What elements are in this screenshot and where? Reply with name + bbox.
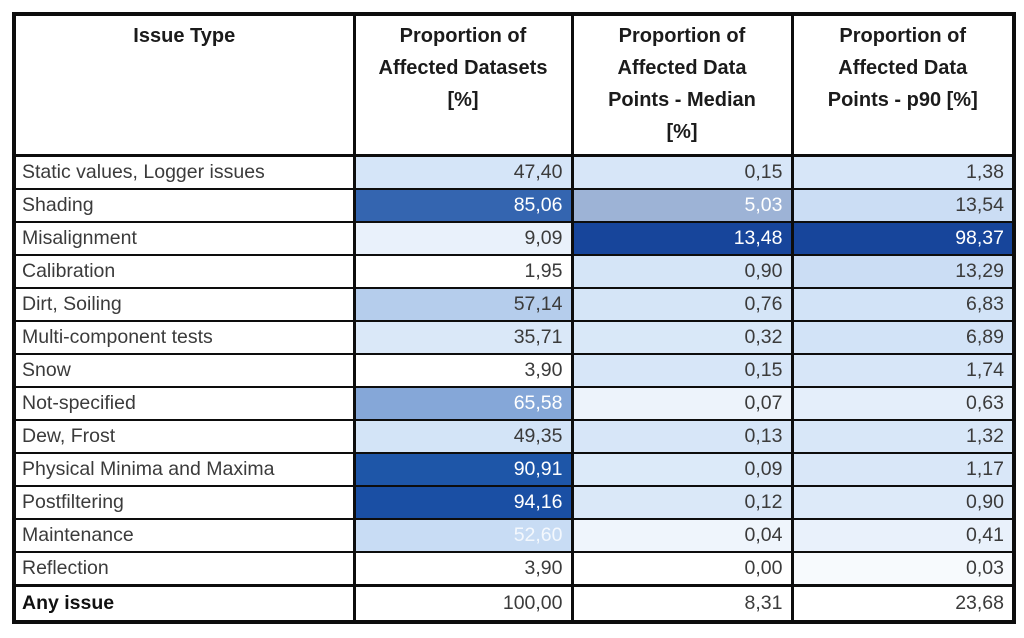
column-header-data-points-p90: Proportion of Affected Data Points - p90…: [790, 12, 1016, 157]
value-cell: 0,41: [790, 518, 1016, 553]
issue-type-cell: Dirt, Soiling: [12, 287, 356, 322]
value-cell: 94,16: [352, 485, 574, 520]
value-cell: 13,48: [570, 221, 794, 256]
value-cell: 3,90: [352, 353, 574, 388]
issue-type-cell: Static values, Logger issues: [12, 154, 356, 190]
value-cell: 13,54: [790, 188, 1016, 223]
value-cell: 85,06: [352, 188, 574, 223]
table-row: Misalignment 9,09 13,48 98,37: [12, 221, 1016, 256]
value-cell: 1,74: [790, 353, 1016, 388]
issue-type-cell: Dew, Frost: [12, 419, 356, 454]
table-row: Not-specified 65,58 0,07 0,63: [12, 386, 1016, 421]
table-body: Static values, Logger issues 47,40 0,15 1,3…: [12, 154, 1016, 623]
value-cell: 35,71: [352, 320, 574, 355]
value-cell: 100,00: [352, 584, 574, 623]
value-cell: 8,31: [570, 584, 794, 623]
value-cell: 0,04: [570, 518, 794, 553]
value-cell: 1,32: [790, 419, 1016, 454]
table-row: Any issue 100,00 8,31 23,68: [12, 584, 1016, 623]
column-header-data-points-median: Proportion of Affected Data Points - Med…: [570, 12, 794, 157]
value-cell: 9,09: [352, 221, 574, 256]
value-cell: 1,95: [352, 254, 574, 289]
table-row: Dew, Frost 49,35 0,13 1,32: [12, 419, 1016, 454]
value-cell: 3,90: [352, 551, 574, 587]
issue-type-cell: Snow: [12, 353, 356, 388]
value-cell: 0,13: [570, 419, 794, 454]
value-cell: 1,17: [790, 452, 1016, 487]
value-cell: 0,07: [570, 386, 794, 421]
issue-type-cell: Misalignment: [12, 221, 356, 256]
issue-type-cell: Not-specified: [12, 386, 356, 421]
issue-type-cell: Physical Minima and Maxima: [12, 452, 356, 487]
table-row: Static values, Logger issues 47,40 0,15 1,3…: [12, 154, 1016, 190]
table-row: Dirt, Soiling 57,14 0,76 6,83: [12, 287, 1016, 322]
value-cell: 23,68: [790, 584, 1016, 623]
issue-type-cell: Shading: [12, 188, 356, 223]
value-cell: 47,40: [352, 154, 574, 190]
table-header: Issue Type Proportion of Affected Datase…: [12, 12, 1016, 157]
issue-heatmap-table: Issue Type Proportion of Affected Datase…: [12, 12, 1016, 624]
value-cell: 90,91: [352, 452, 574, 487]
value-cell: 0,90: [570, 254, 794, 289]
issue-type-cell: Postfiltering: [12, 485, 356, 520]
header-row: Issue Type Proportion of Affected Datase…: [12, 12, 1016, 157]
value-cell: 0,00: [570, 551, 794, 587]
table-row: Physical Minima and Maxima 90,91 0,09 1,17: [12, 452, 1016, 487]
issue-type-cell: Any issue: [12, 584, 356, 623]
column-header-affected-datasets: Proportion of Affected Datasets [%]: [352, 12, 574, 157]
value-cell: 1,38: [790, 154, 1016, 190]
value-cell: 0,32: [570, 320, 794, 355]
table-row: Reflection 3,90 0,00 0,03: [12, 551, 1016, 587]
value-cell: 6,83: [790, 287, 1016, 322]
value-cell: 49,35: [352, 419, 574, 454]
value-cell: 0,76: [570, 287, 794, 322]
issue-type-cell: Reflection: [12, 551, 356, 587]
value-cell: 57,14: [352, 287, 574, 322]
value-cell: 0,12: [570, 485, 794, 520]
value-cell: 0,90: [790, 485, 1016, 520]
value-cell: 5,03: [570, 188, 794, 223]
value-cell: 98,37: [790, 221, 1016, 256]
table-row: Shading 85,06 5,03 13,54: [12, 188, 1016, 223]
table-row: Maintenance 52,60 0,04 0,41: [12, 518, 1016, 553]
table-row: Multi-component tests 35,71 0,32 6,89: [12, 320, 1016, 355]
value-cell: 0,03: [790, 551, 1016, 587]
table-row: Postfiltering 94,16 0,12 0,90: [12, 485, 1016, 520]
value-cell: 6,89: [790, 320, 1016, 355]
table-row: Snow 3,90 0,15 1,74: [12, 353, 1016, 388]
issue-type-cell: Multi-component tests: [12, 320, 356, 355]
value-cell: 0,15: [570, 154, 794, 190]
issue-type-cell: Calibration: [12, 254, 356, 289]
issue-type-cell: Maintenance: [12, 518, 356, 553]
table-row: Calibration 1,95 0,90 13,29: [12, 254, 1016, 289]
value-cell: 0,09: [570, 452, 794, 487]
value-cell: 13,29: [790, 254, 1016, 289]
column-header-issue-type: Issue Type: [12, 12, 356, 157]
value-cell: 52,60: [352, 518, 574, 553]
value-cell: 0,15: [570, 353, 794, 388]
value-cell: 65,58: [352, 386, 574, 421]
value-cell: 0,63: [790, 386, 1016, 421]
